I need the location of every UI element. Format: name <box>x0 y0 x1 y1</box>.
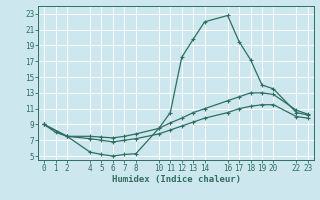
X-axis label: Humidex (Indice chaleur): Humidex (Indice chaleur) <box>111 175 241 184</box>
